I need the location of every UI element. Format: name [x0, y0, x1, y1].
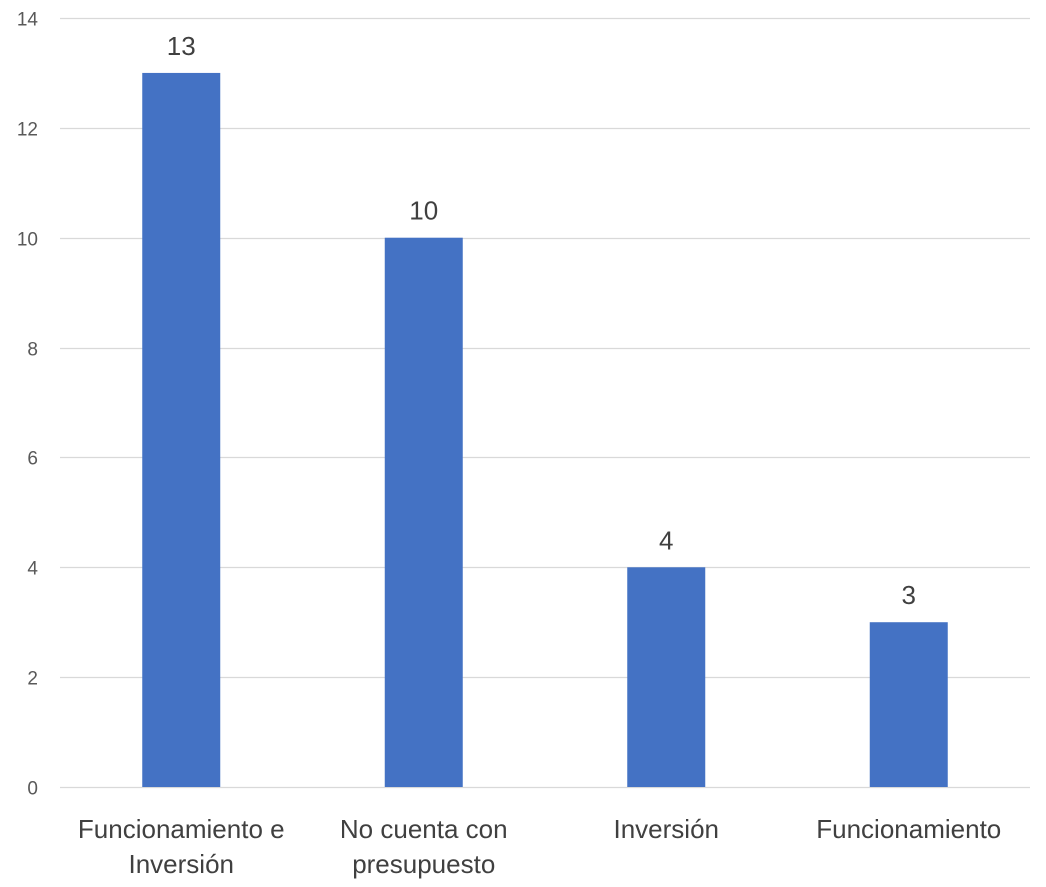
- x-category-label: No cuenta con presupuesto: [340, 814, 508, 879]
- y-tick-label: 2: [27, 669, 38, 690]
- y-tick-label: 8: [27, 340, 38, 361]
- x-category-label: Inversión: [614, 814, 720, 844]
- y-tick-label: 0: [27, 779, 38, 800]
- data-label: 4: [659, 525, 673, 555]
- data-labels: 13 10 4 3: [167, 31, 916, 610]
- x-category-label: Funcionamiento e Inversión: [78, 814, 285, 879]
- data-label: 10: [409, 196, 438, 226]
- data-label: 3: [902, 580, 916, 610]
- y-tick-label: 10: [17, 230, 38, 251]
- bar: [142, 72, 221, 787]
- y-tick-label: 14: [17, 10, 39, 31]
- bar: [384, 237, 463, 787]
- y-tick-label: 12: [17, 120, 38, 141]
- x-axis-categories: Funcionamiento e Inversión No cuenta con pr…: [78, 814, 1001, 879]
- data-label: 13: [167, 31, 196, 61]
- bars: [142, 72, 948, 787]
- bar: [869, 622, 948, 787]
- y-axis-ticks: 0 2 4 6 8 10 12 14: [17, 10, 39, 800]
- y-tick-label: 6: [27, 449, 38, 470]
- y-tick-label: 4: [27, 559, 38, 580]
- x-category-label: Funcionamiento: [816, 814, 1001, 844]
- bar: [627, 567, 706, 787]
- gridlines: [60, 17, 1030, 789]
